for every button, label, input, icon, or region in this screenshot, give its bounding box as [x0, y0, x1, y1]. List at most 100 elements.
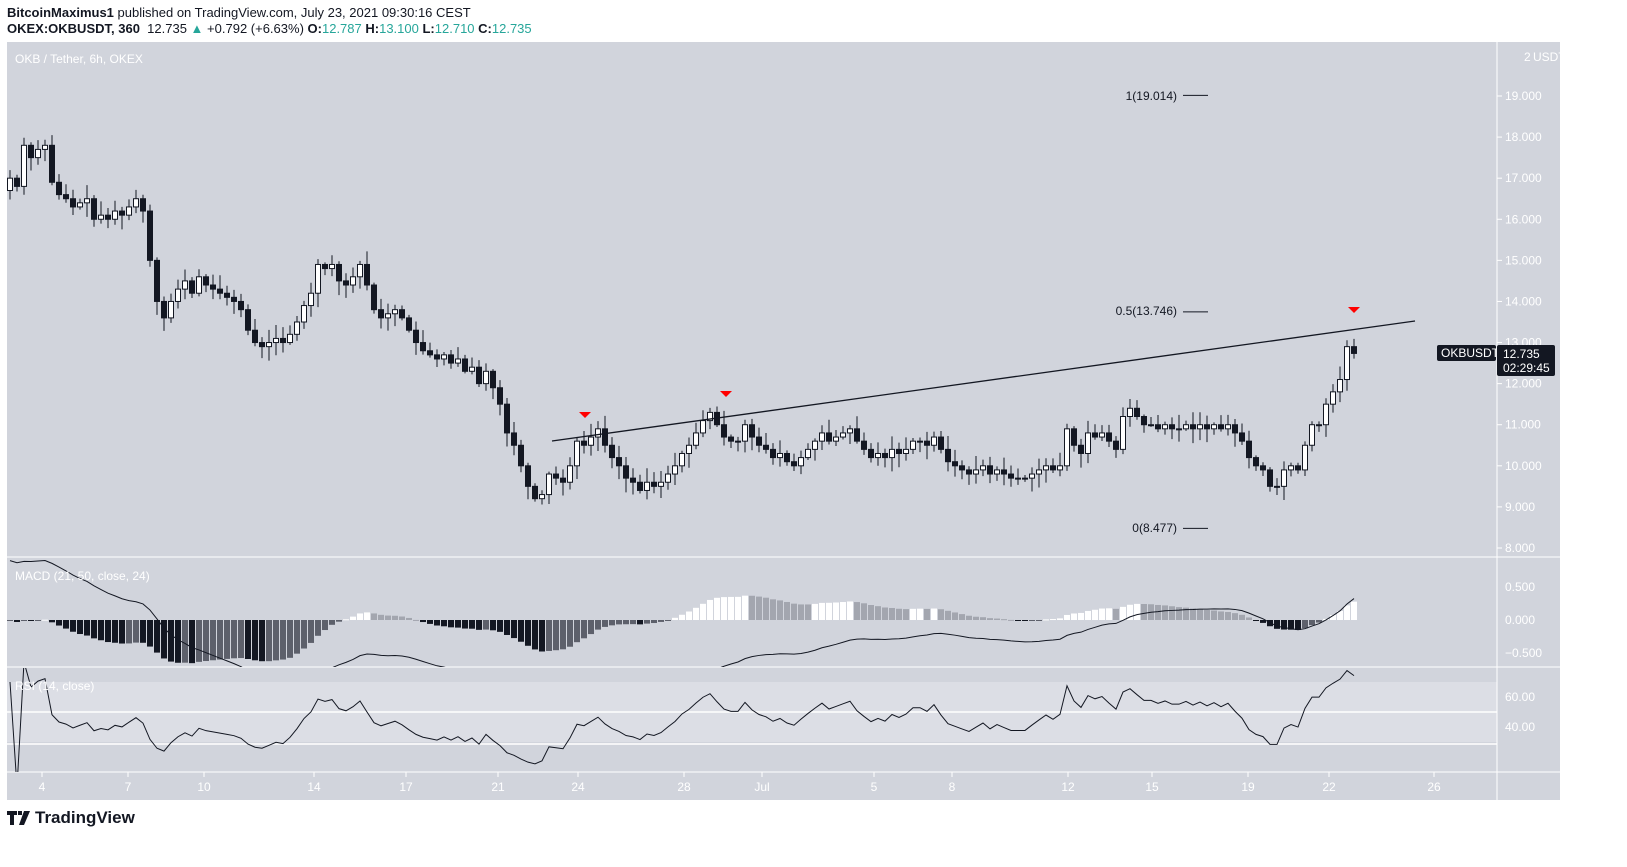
- macd-histogram-bar: [847, 601, 853, 620]
- candle-body: [224, 292, 230, 298]
- price-pane[interactable]: [7, 94, 1416, 529]
- candle: [406, 314, 412, 333]
- low-label: L:: [422, 21, 435, 36]
- candle: [728, 434, 734, 449]
- candle-body: [112, 210, 118, 220]
- candle: [1050, 458, 1056, 474]
- macd-histogram-bar: [266, 620, 272, 662]
- candle: [98, 201, 104, 224]
- candle: [266, 329, 272, 361]
- macd-histogram-bar: [560, 620, 566, 650]
- macd-histogram-bar: [826, 602, 832, 620]
- candle: [847, 425, 853, 444]
- candle: [105, 207, 111, 229]
- candle-body: [896, 448, 902, 454]
- time-axis[interactable]: 4 7 10 14 17 21 24 28 Jul 5 8 12 15 19 22 26: [39, 772, 1441, 794]
- macd-histogram-bar: [525, 620, 531, 646]
- candle: [889, 436, 895, 472]
- candle-body: [7, 177, 13, 192]
- macd-histogram-bar: [728, 596, 734, 620]
- candle-body: [1288, 465, 1294, 471]
- macd-histogram-bar: [1218, 611, 1224, 620]
- macd-histogram-bar: [1057, 618, 1063, 620]
- candle: [1302, 441, 1308, 477]
- macd-histogram-bar: [1197, 609, 1203, 620]
- candle-body: [1162, 424, 1168, 430]
- macd-histogram-bar: [896, 608, 902, 620]
- candle-body: [847, 428, 853, 434]
- macd-histogram-bar: [336, 620, 342, 622]
- candle: [1197, 412, 1203, 441]
- price-axis[interactable]: 8.0009.00010.00011.00012.00013.00014.000…: [1497, 89, 1542, 555]
- candle: [182, 269, 188, 300]
- candle: [756, 427, 762, 453]
- candle: [938, 431, 944, 454]
- candle-body: [175, 288, 181, 302]
- symbol-tag: [1437, 345, 1496, 361]
- publisher-name[interactable]: BitcoinMaximus1: [7, 5, 114, 20]
- brand-name: TradingView: [35, 808, 135, 827]
- candle: [378, 298, 384, 329]
- time-tick-label: 15: [1145, 780, 1159, 794]
- candle-body: [581, 440, 587, 446]
- macd-histogram-bar: [364, 612, 370, 620]
- candle-body: [476, 366, 482, 385]
- macd-histogram-bar: [518, 620, 524, 642]
- candle-body: [861, 440, 867, 450]
- candle-body: [63, 194, 69, 200]
- macd-histogram-bar: [1309, 620, 1315, 626]
- candle-body: [539, 494, 545, 500]
- macd-histogram-bar: [889, 607, 895, 620]
- macd-histogram-bar: [805, 604, 811, 620]
- macd-histogram-bar: [1043, 619, 1049, 621]
- price-tick-label: 14.000: [1505, 294, 1542, 308]
- candle-body: [483, 370, 489, 385]
- candle-body: [1001, 469, 1007, 475]
- candle-body: [882, 452, 888, 459]
- macd-histogram-bar: [770, 599, 776, 620]
- candle-body: [210, 284, 216, 290]
- candle: [322, 262, 328, 276]
- down-arrow-marker-icon[interactable]: [1348, 307, 1360, 313]
- macd-histogram-bar: [987, 618, 993, 620]
- macd-histogram-bar: [1344, 605, 1350, 620]
- macd-histogram-bar: [651, 620, 657, 624]
- down-arrow-marker-icon[interactable]: [720, 391, 732, 397]
- candle-body: [98, 214, 104, 220]
- candle-body: [511, 432, 517, 446]
- macd-histogram-bar: [238, 620, 244, 659]
- candle: [175, 279, 181, 309]
- candle-body: [910, 440, 916, 450]
- candle-body: [322, 263, 328, 270]
- candle: [868, 443, 874, 463]
- candle-body: [994, 469, 1000, 475]
- candle-body: [1204, 424, 1210, 430]
- candle-body: [1113, 440, 1119, 450]
- candle: [168, 293, 174, 323]
- candle: [84, 185, 90, 217]
- candle: [336, 261, 342, 296]
- candle-body: [875, 452, 881, 459]
- down-arrow-marker-icon[interactable]: [579, 412, 591, 418]
- candle: [1071, 426, 1077, 452]
- candle: [1309, 421, 1315, 452]
- candle: [1029, 467, 1035, 492]
- candle-body: [868, 448, 874, 459]
- tradingview-logo[interactable]: TradingView: [7, 808, 135, 828]
- macd-histogram-bar: [679, 614, 685, 620]
- resistance-trendline[interactable]: [551, 320, 1416, 442]
- fib-levels[interactable]: 1(19.014) 0.5(13.746) 0(8.477): [1116, 89, 1177, 535]
- candle: [1176, 414, 1182, 442]
- candle: [196, 269, 202, 297]
- macd-histogram-bar: [392, 615, 398, 620]
- candle-body: [1316, 424, 1322, 427]
- candle-body: [1085, 432, 1091, 454]
- price-tick-label: 11.000: [1505, 418, 1541, 432]
- candle-body: [427, 350, 433, 356]
- time-tick-label: 22: [1322, 780, 1336, 794]
- macd-histogram-bar: [630, 620, 636, 625]
- candle-body: [777, 452, 783, 459]
- candle: [1253, 455, 1259, 471]
- candle-body: [343, 280, 349, 286]
